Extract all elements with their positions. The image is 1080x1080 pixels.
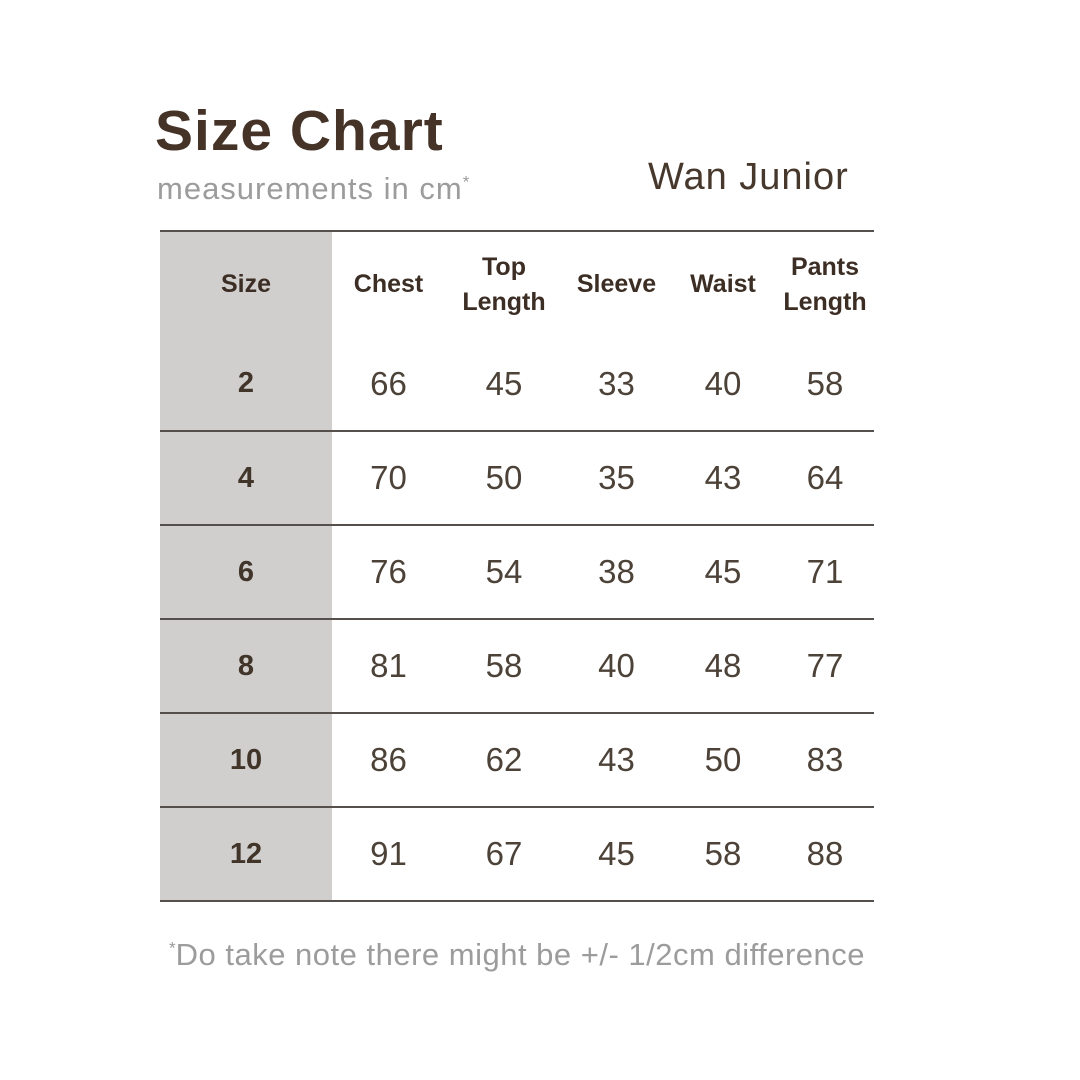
footnote: *Do take note there might be +/- 1/2cm d…	[160, 936, 874, 973]
top-length-value: 67	[485, 835, 523, 872]
waist-value: 45	[704, 553, 742, 590]
size-table-header: Size Chest Top Length Sleeve Waist Pants…	[160, 231, 874, 337]
sleeve-value: 33	[598, 364, 635, 402]
column-header-chest: Chest	[353, 270, 424, 298]
pants-length-value: 83	[806, 741, 844, 778]
table-row-size-8: 8 81 58 40 48 77	[160, 619, 874, 713]
column-header-top-length: Top Length	[462, 252, 546, 316]
sleeve-value: 43	[598, 741, 635, 778]
column-header-pants-length: Pants Length	[783, 252, 867, 316]
pants-length-value: 58	[806, 364, 844, 402]
table-row-size-2: 2 66 45 33 40 58	[160, 337, 874, 431]
subtitle-asterisk: *	[462, 172, 470, 192]
waist-value: 50	[704, 741, 742, 778]
waist-value: 58	[704, 835, 742, 872]
waist-value: 48	[704, 647, 742, 684]
chest-value: 76	[370, 553, 407, 590]
sleeve-value: 45	[598, 835, 635, 872]
top-length-value: 50	[485, 459, 523, 496]
subtitle-text: measurements in cm	[157, 171, 463, 206]
column-header-sleeve: Sleeve	[576, 270, 657, 298]
size-label: 2	[160, 337, 332, 431]
table-row-size-12: 12 91 67 45 58 88	[160, 807, 874, 901]
chest-value: 70	[370, 459, 407, 496]
column-header-size: Size	[160, 231, 332, 337]
chest-value: 66	[370, 364, 407, 402]
size-table-body: 2 66 45 33 40 58 4 70 50 35 43 64 6 76 5…	[160, 337, 874, 901]
size-label: 8	[160, 619, 332, 713]
page-subtitle: measurements in cm*	[157, 173, 469, 204]
top-length-value: 45	[485, 364, 523, 402]
table-row-size-10: 10 86 62 43 50 83	[160, 713, 874, 807]
sleeve-value: 38	[598, 553, 635, 590]
size-label: 4	[160, 431, 332, 525]
size-label: 6	[160, 525, 332, 619]
pants-length-value: 71	[806, 553, 844, 590]
waist-value: 43	[704, 459, 742, 496]
header-row: Size Chest Top Length Sleeve Waist Pants…	[160, 231, 874, 337]
pants-length-value: 77	[806, 647, 844, 684]
top-length-value: 58	[485, 647, 523, 684]
page-title: Size Chart	[155, 99, 444, 163]
size-table: Size Chest Top Length Sleeve Waist Pants…	[160, 230, 874, 902]
sleeve-value: 35	[598, 459, 635, 496]
column-header-waist: Waist	[690, 270, 756, 298]
brand-name: Wan Junior	[648, 156, 849, 198]
size-label: 12	[160, 807, 332, 901]
chest-value: 86	[370, 741, 407, 778]
sleeve-value: 40	[598, 647, 635, 684]
table-row-size-6: 6 76 54 38 45 71	[160, 525, 874, 619]
size-label: 10	[160, 713, 332, 807]
top-length-value: 54	[485, 553, 523, 590]
waist-value: 40	[704, 364, 742, 402]
table-row-size-4: 4 70 50 35 43 64	[160, 431, 874, 525]
footnote-asterisk: *	[168, 938, 176, 958]
chest-value: 81	[370, 647, 407, 684]
pants-length-value: 88	[806, 835, 844, 872]
footnote-text: Do take note there might be +/- 1/2cm di…	[175, 937, 866, 972]
chest-value: 91	[370, 835, 407, 872]
pants-length-value: 64	[806, 459, 844, 496]
top-length-value: 62	[485, 741, 523, 778]
